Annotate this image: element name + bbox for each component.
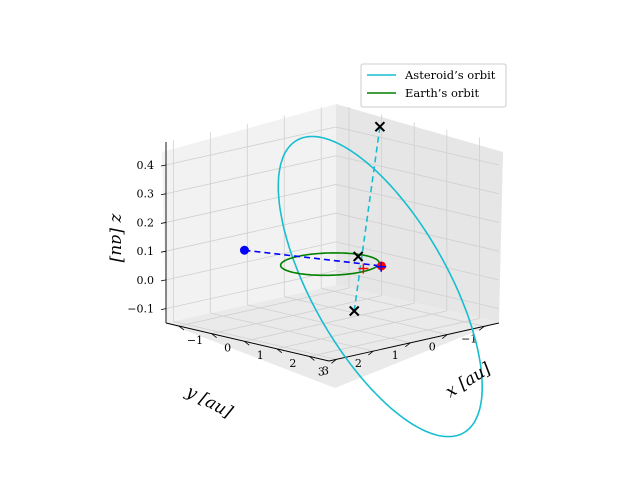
pane-right [336,104,503,322]
grid-z-left-5 [165,126,337,166]
y-tick-label-4: 3 [318,365,325,378]
legend-box [360,63,507,108]
z-tick-label-5: 0.4 [137,159,155,172]
y-tick-mark-4 [331,359,337,364]
z-tick-mark-1 [160,279,167,282]
z-axis-label: z [au] [107,213,127,263]
grid-lines [165,107,500,360]
x-tick-mark-4 [309,356,315,361]
plus-red-marker [358,263,369,274]
y-tick-label-1: 0 [429,341,436,354]
node-line [353,126,381,312]
plus-earth-marker [376,261,387,272]
grid-y-floor-4 [173,320,337,360]
z-tick-mark-0 [160,308,167,311]
grid-z-left-3 [165,184,337,223]
grid-x-floor-1 [211,295,382,335]
y-tick-mark-3 [368,350,374,356]
y-tick-mark-1 [442,334,448,339]
x-top-marker [374,121,386,132]
legend-earth-label: Earth’s orbit [405,86,479,100]
z-tick-label-0: −0.1 [127,303,154,316]
pane-left [162,104,336,323]
grid-z-right-2 [335,212,500,252]
z-tick-mark-4 [160,193,167,196]
x-center-marker [352,251,364,262]
grid-x-floor-3 [276,310,447,350]
grid-z-right-3 [335,184,500,223]
x-axis-line [165,322,330,362]
y-tick-label-3: 2 [355,357,362,370]
z-tick-mark-2 [160,250,167,253]
x-tick-mark-3 [276,348,283,354]
grid-z-right-0 [335,270,500,310]
x-tick-label-2: 1 [257,349,264,362]
y-axis-label: y [au] [182,381,236,422]
axis-lines [165,142,500,362]
z-tick-mark-5 [160,164,167,167]
x-bottom-b [349,305,360,317]
y-axis-line [328,322,500,362]
grid-z-left-4 [165,155,337,195]
x-tick-label-1: 0 [224,342,231,355]
tick-group: −1 0 1 2 3 −1 0 1 2 3 −0.1 0.0 0.1 0.2 0.3 0.4 [127,159,485,378]
asteroid-orbit-line [277,135,483,438]
grid-z-left-1 [165,241,337,281]
grid-z-right-4 [335,155,500,195]
x-tick-label-3: 2 [289,357,296,370]
y-tick-mark-0 [478,325,485,331]
marker-group [239,121,387,317]
y-tick-mark-2 [405,342,411,348]
x-tick-label-0: −1 [187,334,203,347]
grid-x-floor-2 [244,302,415,342]
grid-x-floor-0 [178,287,350,327]
grid-z-right-5 [335,126,500,166]
x-axis-label: x [au] [442,359,495,402]
asteroid-position-marker [239,245,249,255]
x-tick-label-4: 3 [322,364,329,377]
grid-z-left-0 [165,270,337,310]
z-tick-label-2: 0.1 [137,245,155,258]
x-tick-mark-2 [243,340,250,346]
y-tick-label-0: −1 [461,332,477,345]
x-center-b [352,251,364,262]
legend: Asteroid’s orbit Earth’s orbit [360,63,507,108]
grid-x-floor-4 [309,318,480,357]
legend-asteroid-label: Asteroid’s orbit [404,68,496,82]
x-bottom-marker [349,305,360,317]
grid-z-left-2 [165,212,337,252]
z-tick-label-3: 0.2 [137,216,155,229]
grid-y-floor-2 [247,304,411,344]
grid-y-floor-0 [321,287,485,327]
sight-line [244,249,382,267]
x-tick-mark-1 [211,333,217,338]
x-top-b [374,121,386,132]
x-tick-mark-0 [178,325,185,331]
y-tick-label-2: 1 [392,349,399,362]
z-tick-mark-3 [160,222,167,224]
z-tick-label-4: 0.3 [137,188,155,201]
grid-y-floor-3 [210,312,374,352]
z-tick-label-1: 0.0 [137,274,155,287]
